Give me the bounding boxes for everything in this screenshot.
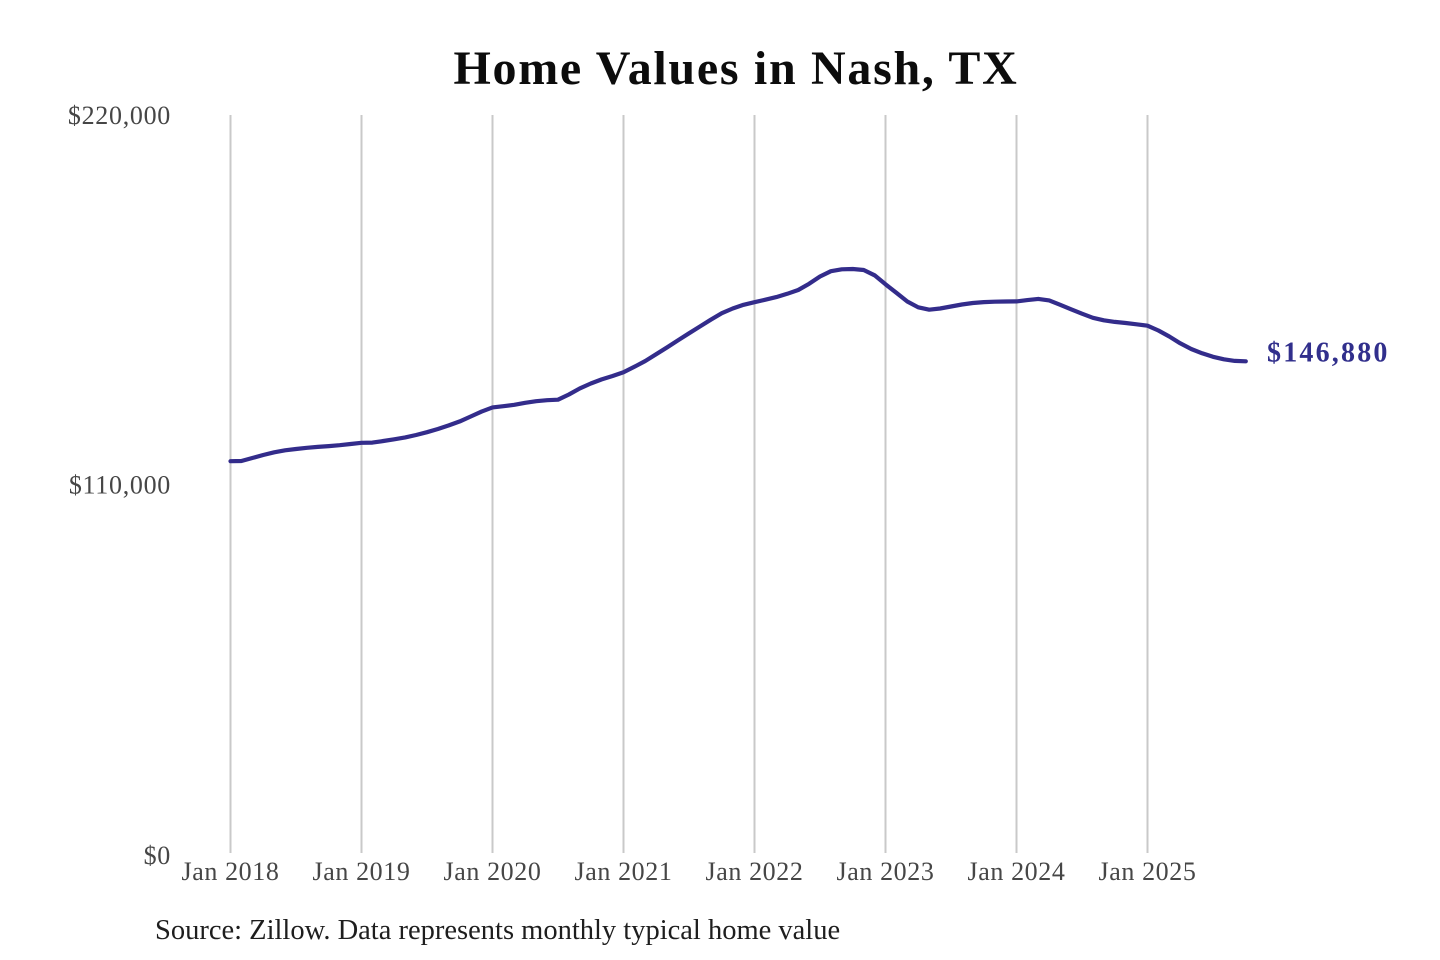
- svg-text:Jan 2021: Jan 2021: [575, 857, 673, 886]
- svg-text:Jan 2024: Jan 2024: [968, 857, 1066, 886]
- svg-text:Source: Zillow. Data represent: Source: Zillow. Data represents monthly …: [155, 915, 840, 946]
- svg-text:$110,000: $110,000: [69, 471, 171, 500]
- svg-text:Jan 2025: Jan 2025: [1099, 857, 1197, 886]
- svg-text:Jan 2019: Jan 2019: [313, 857, 411, 886]
- svg-text:$0: $0: [144, 841, 171, 870]
- svg-text:$220,000: $220,000: [68, 101, 171, 130]
- svg-text:Jan 2022: Jan 2022: [706, 857, 804, 886]
- svg-text:$146,880: $146,880: [1267, 338, 1390, 369]
- svg-text:Jan 2018: Jan 2018: [182, 857, 280, 886]
- svg-text:Jan 2023: Jan 2023: [837, 857, 935, 886]
- svg-text:Home Values in Nash, TX: Home Values in Nash, TX: [453, 42, 1018, 95]
- svg-text:Jan 2020: Jan 2020: [444, 857, 542, 886]
